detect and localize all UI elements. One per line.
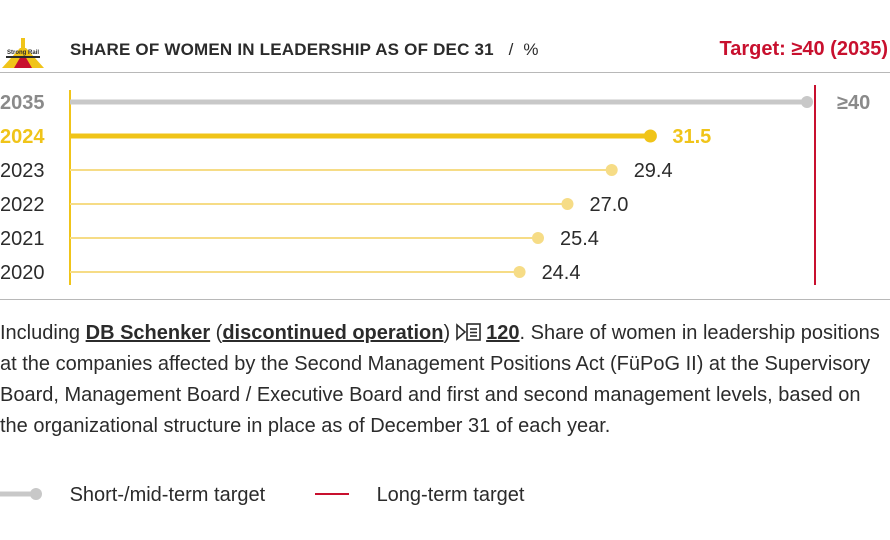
legend-long-term-label: Long-term target <box>376 484 525 506</box>
note-paren-open: ( <box>210 322 223 344</box>
point-2022 <box>561 198 574 210</box>
red-line-icon <box>315 493 349 495</box>
value-label-2021: 25.4 <box>560 228 599 250</box>
bottom-divider <box>0 299 890 300</box>
db-schenker-link[interactable]: DB Schenker <box>85 322 211 344</box>
page-reference-icon <box>456 323 481 341</box>
legend-short-mid-label: Short-/mid-term target <box>69 484 266 506</box>
point-2024 <box>643 129 657 143</box>
footnote: Including DB Schenker (discontinued oper… <box>0 318 880 442</box>
note-paren-close: ) <box>443 322 451 344</box>
point-2021 <box>531 232 544 244</box>
category-label-2020: 2020 <box>0 262 45 284</box>
point-2020 <box>513 266 526 278</box>
chart-title: SHARE OF WOMEN IN LEADERSHIP AS OF DEC 3… <box>70 40 539 60</box>
lollipop-chart: 2035 ≥40 2024 31.5 2023 29.4 2022 27.0 2021 25.4 2… <box>0 85 870 285</box>
value-label-2022: 27.0 <box>589 194 628 216</box>
value-label-2024: 31.5 <box>672 126 711 148</box>
top-divider <box>0 72 890 73</box>
category-label-2023: 2023 <box>0 160 45 182</box>
note-text-before: Including <box>0 322 86 344</box>
title-text: SHARE OF WOMEN IN LEADERSHIP AS OF DEC 3… <box>70 40 494 59</box>
title-unit: % <box>523 40 539 59</box>
category-label-2021: 2021 <box>0 228 45 250</box>
value-label-2035: ≥40 <box>837 92 870 114</box>
category-label-2035: 2035 <box>0 92 45 114</box>
discontinued-operation-link[interactable]: discontinued operation <box>222 322 444 344</box>
strong-rail-logo: Strong Rail <box>2 38 44 68</box>
point-2035 <box>801 96 813 108</box>
page-ref-link[interactable]: 120 <box>486 322 520 344</box>
grey-lollipop-icon <box>0 488 42 500</box>
legend-short-mid: Short-/mid-term target <box>0 484 265 507</box>
title-separator: / <box>508 40 514 59</box>
value-label-2020: 24.4 <box>542 262 581 284</box>
target-label: Target: ≥40 (2035) <box>719 38 888 60</box>
value-label-2023: 29.4 <box>634 160 673 182</box>
logo-text: Strong Rail <box>7 50 39 56</box>
note-text-after: . Share of women in leadership positions… <box>0 322 880 437</box>
category-label-2024: 2024 <box>0 126 45 148</box>
legend-long-term: Long-term target <box>315 484 524 507</box>
category-label-2022: 2022 <box>0 194 45 216</box>
point-2023 <box>605 164 618 176</box>
